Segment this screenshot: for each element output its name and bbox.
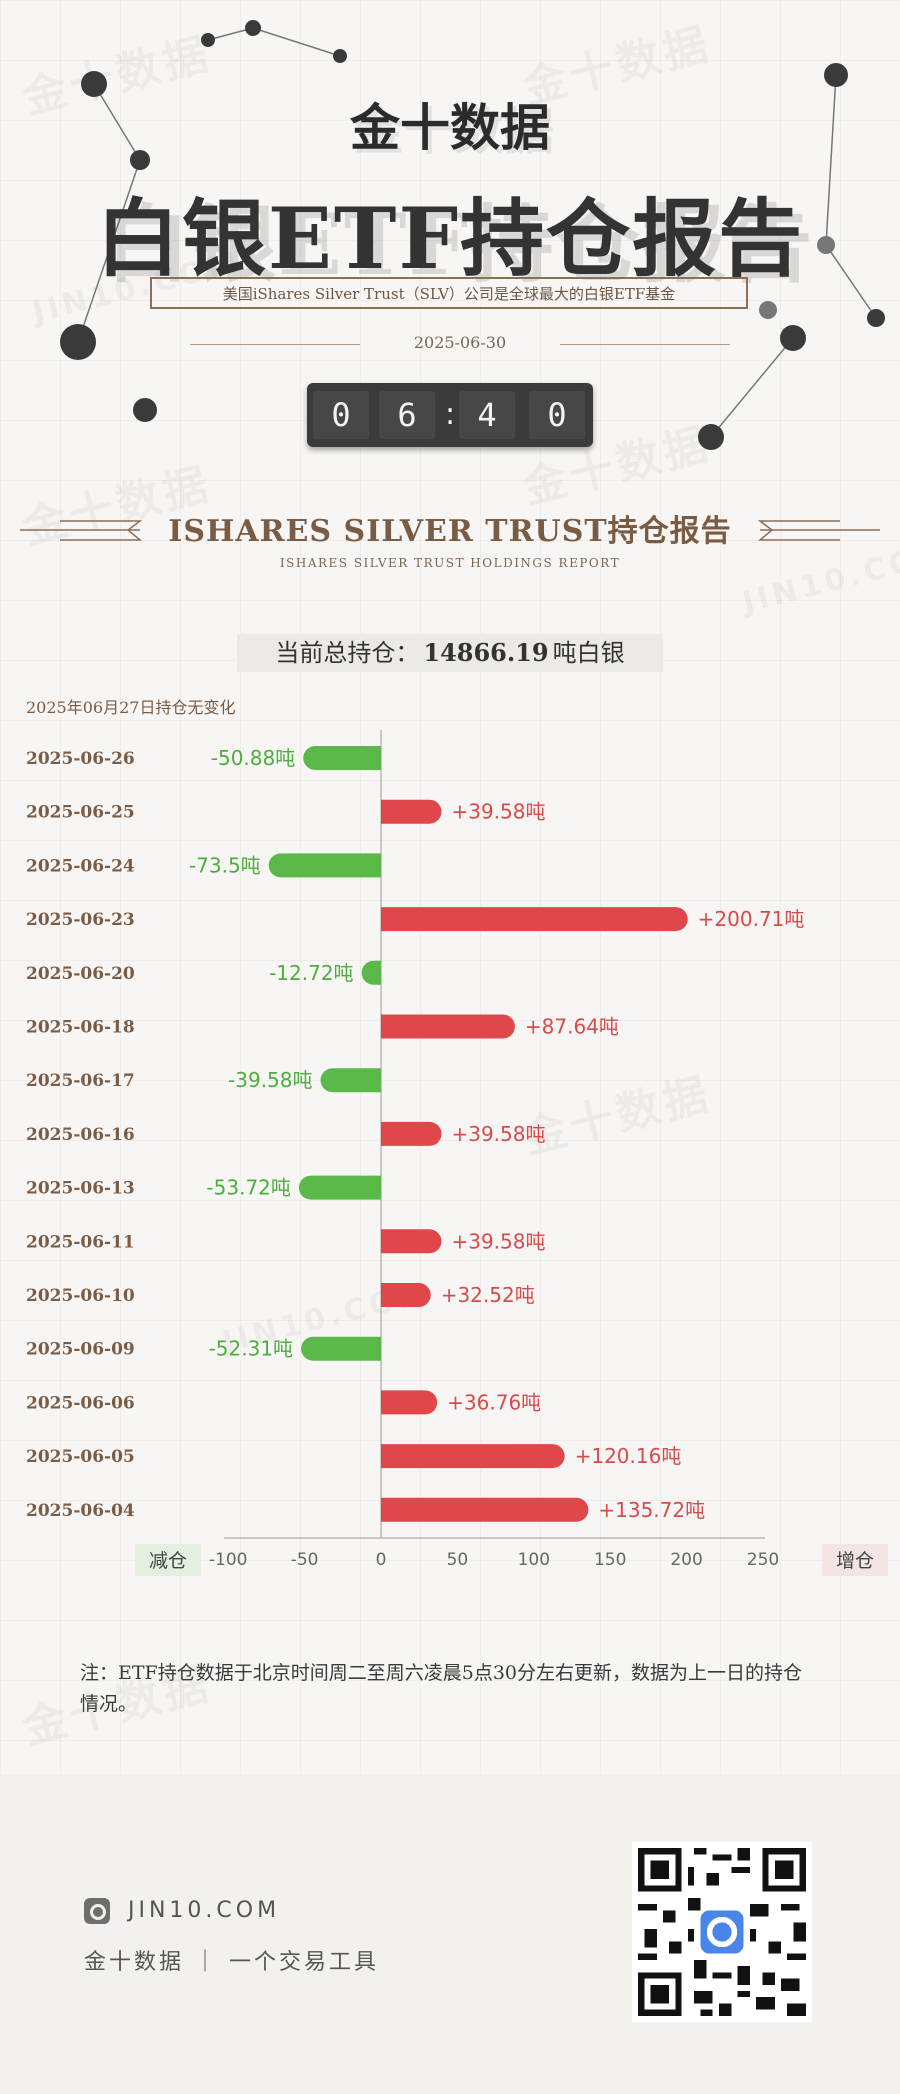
category-label: 2025-06-16 [26,1125,135,1145]
section-ornament [20,520,880,541]
data-label: -39.58吨 [228,1068,312,1092]
total-value: 14866.19 [423,638,549,667]
category-label: 2025-06-25 [26,803,135,823]
clock-digit: 6 [379,391,435,439]
chart-bar [381,907,688,932]
category-label: 2025-06-05 [26,1447,135,1467]
x-tick-label: -50 [291,1550,319,1570]
constellation-decoration [60,20,885,450]
date-row: 2025-06-30 [190,333,730,357]
report-date: 2025-06-30 [413,333,507,352]
data-label: +36.76吨 [447,1390,541,1414]
chart-bar [298,1175,381,1200]
chart-bar [381,1121,442,1146]
chart-bar [301,1336,381,1361]
x-tick-label: 0 [376,1550,387,1570]
clock-digit: 4 [459,391,515,439]
data-label: -73.5吨 [189,853,261,877]
increase-label: 增仓 [836,1550,874,1572]
page-title: 白银ETF持仓报告 [95,189,805,288]
data-label: +39.58吨 [451,800,545,824]
x-tick-label: 200 [670,1550,702,1570]
slogan: 金十数据 ｜ 一个交易工具 [84,1950,379,1975]
category-label: 2025-06-06 [26,1393,135,1413]
decrease-label: 减仓 [149,1550,187,1572]
clock-digit: 0 [313,391,369,439]
chart-bar [381,1444,565,1469]
subtitle: 美国iShares Silver Trust（SLV）公司是全球最大的白银ETF… [150,277,748,309]
x-tick-label: 250 [747,1550,779,1570]
chart-bar [381,799,442,824]
data-label: -50.88吨 [211,746,295,770]
chart-bar [381,1014,515,1039]
data-label: +120.16吨 [575,1444,682,1468]
data-label: +87.64吨 [525,1015,619,1039]
clock-separator: : [444,397,456,432]
category-label: 2025-06-23 [26,910,135,930]
date-divider-right [560,344,730,345]
section-subtitle: ISHARES SILVER TRUST HOLDINGS REPORT [279,556,621,570]
qr-code [632,1842,812,2022]
no-change-note: 2025年06月27日持仓无变化 [26,698,236,717]
data-label: -52.31吨 [209,1337,293,1361]
data-label: +32.52吨 [441,1283,535,1307]
category-label: 2025-06-20 [26,964,135,984]
category-label: 2025-06-17 [26,1071,135,1091]
footer-note: 注：ETF持仓数据于北京时间周二至周六凌晨5点30分左右更新，数据为上一日的持仓… [80,1662,802,1715]
section-title: ISHARES SILVER TRUST持仓报告 [168,514,732,549]
chart-bar [303,746,381,770]
data-label: +200.71吨 [698,907,805,931]
data-label: +135.72吨 [598,1498,705,1522]
data-label: +39.58吨 [451,1122,545,1146]
category-label: 2025-06-09 [26,1340,135,1360]
category-label: 2025-06-26 [26,749,135,769]
chart-bar [268,853,381,878]
chart-bar [381,1229,442,1254]
category-label: 2025-06-04 [26,1501,135,1521]
site-url: JIN10.COM [128,1898,281,1923]
total-label: 当前总持仓： [275,639,420,667]
chart-bar [381,1390,438,1415]
category-label: 2025-06-24 [26,856,135,876]
data-label: -12.72吨 [269,961,353,985]
clock-digit: 0 [529,391,585,439]
category-label: 2025-06-13 [26,1179,135,1199]
total-holdings: 当前总持仓： 14866.19 吨白银 [237,634,663,672]
chart-bar [320,1068,381,1093]
date-divider-left [190,344,360,345]
countdown-clock: 0 6 : 4 0 [307,383,593,447]
decrease-label-bg [135,1544,201,1576]
chart-bar [361,960,381,985]
holdings-bar-chart: 2025-06-26 -50.88吨 2025-06-25 +39.58吨 2025-0… [26,730,888,1576]
category-label: 2025-06-18 [26,1018,135,1038]
data-label: -53.72吨 [206,1176,290,1200]
x-tick-label: 100 [518,1550,550,1570]
x-tick-label: 150 [594,1550,626,1570]
data-label: +39.58吨 [451,1229,545,1253]
jin10-logo-icon [84,1898,110,1924]
category-label: 2025-06-11 [26,1232,135,1252]
category-label: 2025-06-10 [26,1286,135,1306]
brand-title: 金十数据 [350,98,550,157]
x-tick-label: 50 [447,1550,469,1570]
x-tick-label: -100 [209,1550,248,1570]
chart-bar [381,1497,589,1522]
total-unit: 吨白银 [552,639,625,667]
chart-bar [381,1283,431,1307]
increase-label-bg [822,1544,888,1576]
